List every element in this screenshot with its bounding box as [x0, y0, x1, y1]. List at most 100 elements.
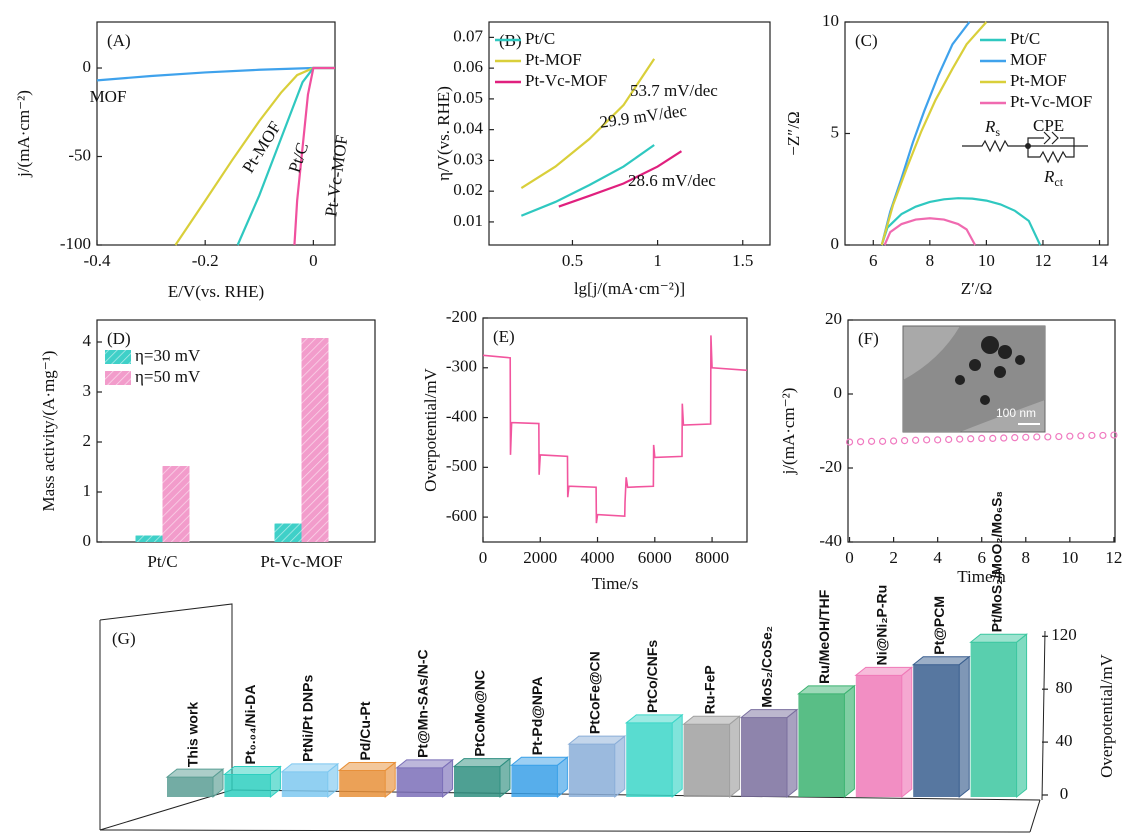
- particle: [1015, 355, 1025, 365]
- bar: [683, 724, 730, 797]
- data-point: [856, 438, 865, 446]
- y-tick-label: 0.05: [453, 88, 483, 107]
- y-tick-label: 0: [831, 234, 840, 253]
- y-tick-label: -600: [446, 506, 477, 525]
- x-tick-label: 0: [479, 548, 488, 567]
- series-line: [520, 144, 655, 217]
- data-point: [1011, 434, 1019, 442]
- bar-top: [739, 709, 799, 719]
- y-tick-label: 0: [1060, 784, 1069, 803]
- bar-label: Pt@Mn-SAs/N-C: [414, 649, 430, 758]
- x-axis-label: Time/s: [592, 574, 639, 593]
- bar-label: Ru-FeP: [701, 665, 717, 714]
- y-tick-label: 3: [83, 381, 92, 400]
- x-tick-label: 8000: [695, 548, 729, 567]
- bar-top: [854, 666, 914, 676]
- bar-top: [337, 762, 397, 772]
- circuit-label: CPE: [1033, 116, 1064, 135]
- g-back-wall: [99, 603, 233, 790]
- plot-frame: [96, 21, 336, 246]
- bar-label: Ni@Ni₂P-Ru: [874, 585, 890, 666]
- y-axis-label: j/(mA·cm⁻²): [14, 90, 33, 178]
- data-point: [967, 435, 975, 443]
- y-tick-label: 0.07: [453, 26, 483, 45]
- bar: [626, 722, 673, 797]
- plot-frame: [844, 21, 1109, 246]
- data-point: [1044, 433, 1052, 441]
- data-point: [878, 437, 887, 445]
- x-tick-label: 1: [653, 251, 662, 270]
- bar-label: Pt-Pd@NPA: [529, 677, 545, 756]
- bar: [162, 466, 190, 542]
- circuit-label-main: R: [1043, 167, 1055, 186]
- panel-label: (C): [855, 31, 878, 50]
- data-point: [1000, 434, 1008, 442]
- panel-label: (A): [107, 31, 131, 50]
- panel-label: (D): [107, 329, 131, 348]
- data-point: [989, 434, 997, 442]
- legend-swatch: [105, 371, 131, 385]
- bar: [741, 717, 787, 797]
- series-line: [520, 58, 656, 190]
- data-point: [1110, 431, 1118, 439]
- bar: [913, 664, 960, 797]
- y-tick-label: 0: [834, 383, 843, 402]
- bar: [301, 338, 329, 542]
- y-tick-label: 120: [1051, 625, 1077, 644]
- y-tick-label: 0.03: [453, 149, 483, 168]
- y-tick-label: 1: [83, 481, 92, 500]
- particle: [969, 359, 981, 371]
- legend-label: Pt/C: [525, 29, 555, 48]
- y-tick-label: -50: [68, 145, 91, 164]
- circuit-inset: Rs CPE Rct: [962, 116, 1088, 189]
- curve-label: Pt-Vc-MOF: [321, 134, 351, 218]
- bar-label: MoS₂/CoSe₂: [759, 626, 775, 708]
- bar: [396, 767, 443, 797]
- bar-top: [509, 756, 569, 766]
- tem-inset: 100 nm: [902, 325, 1046, 433]
- y-tick-label: -40: [819, 531, 842, 550]
- bar-side: [901, 666, 913, 799]
- panel-label: (G): [112, 629, 136, 648]
- bar-top: [796, 685, 856, 695]
- bar-top: [395, 759, 455, 769]
- annotation: 53.7 mV/dec: [630, 81, 718, 100]
- bar: [281, 771, 328, 797]
- plot-frame: [482, 317, 748, 543]
- data-point: [956, 435, 964, 443]
- particle: [994, 366, 1006, 378]
- y-tick-label: 0.06: [453, 57, 483, 76]
- y-tick-label: 0: [83, 57, 92, 76]
- data-point: [1033, 433, 1041, 441]
- bar: [339, 770, 386, 797]
- circuit-node: [1025, 143, 1031, 149]
- x-tick-label: 0.5: [562, 251, 583, 270]
- plot-frame: [488, 21, 771, 246]
- y-axis-label: Overpotential/mV: [421, 367, 440, 491]
- data-point: [934, 436, 942, 444]
- x-tick-label: 12: [1034, 251, 1051, 270]
- y-tick-label: -100: [60, 234, 91, 253]
- bar-top: [165, 768, 225, 778]
- legend-label: Pt/C: [1010, 29, 1040, 48]
- y-tick-label: -500: [446, 456, 477, 475]
- x-tick-label: 2000: [523, 548, 557, 567]
- y-tick-label: 4: [83, 331, 92, 350]
- bar: [855, 675, 902, 797]
- x-tick-label: 14: [1091, 251, 1109, 270]
- y-tick-label: 0.01: [453, 211, 483, 230]
- bar-side: [786, 708, 798, 799]
- x-axis-label: E/V(vs. RHE): [168, 282, 264, 301]
- g-floor-front: [99, 829, 1031, 833]
- x-tick-label: 10: [978, 251, 995, 270]
- bar-top: [280, 763, 340, 773]
- y-tick-label: 0.02: [453, 180, 483, 199]
- data-point: [978, 434, 986, 442]
- y-tick-label: -200: [446, 307, 477, 326]
- bar-label: Pd/Cu-Pt: [357, 701, 373, 760]
- x-tick-label: -0.4: [84, 251, 111, 270]
- bar-top: [222, 766, 282, 776]
- y-tick-label: 0.04: [453, 119, 483, 138]
- y-tick-label: -20: [819, 457, 842, 476]
- particle: [955, 375, 965, 385]
